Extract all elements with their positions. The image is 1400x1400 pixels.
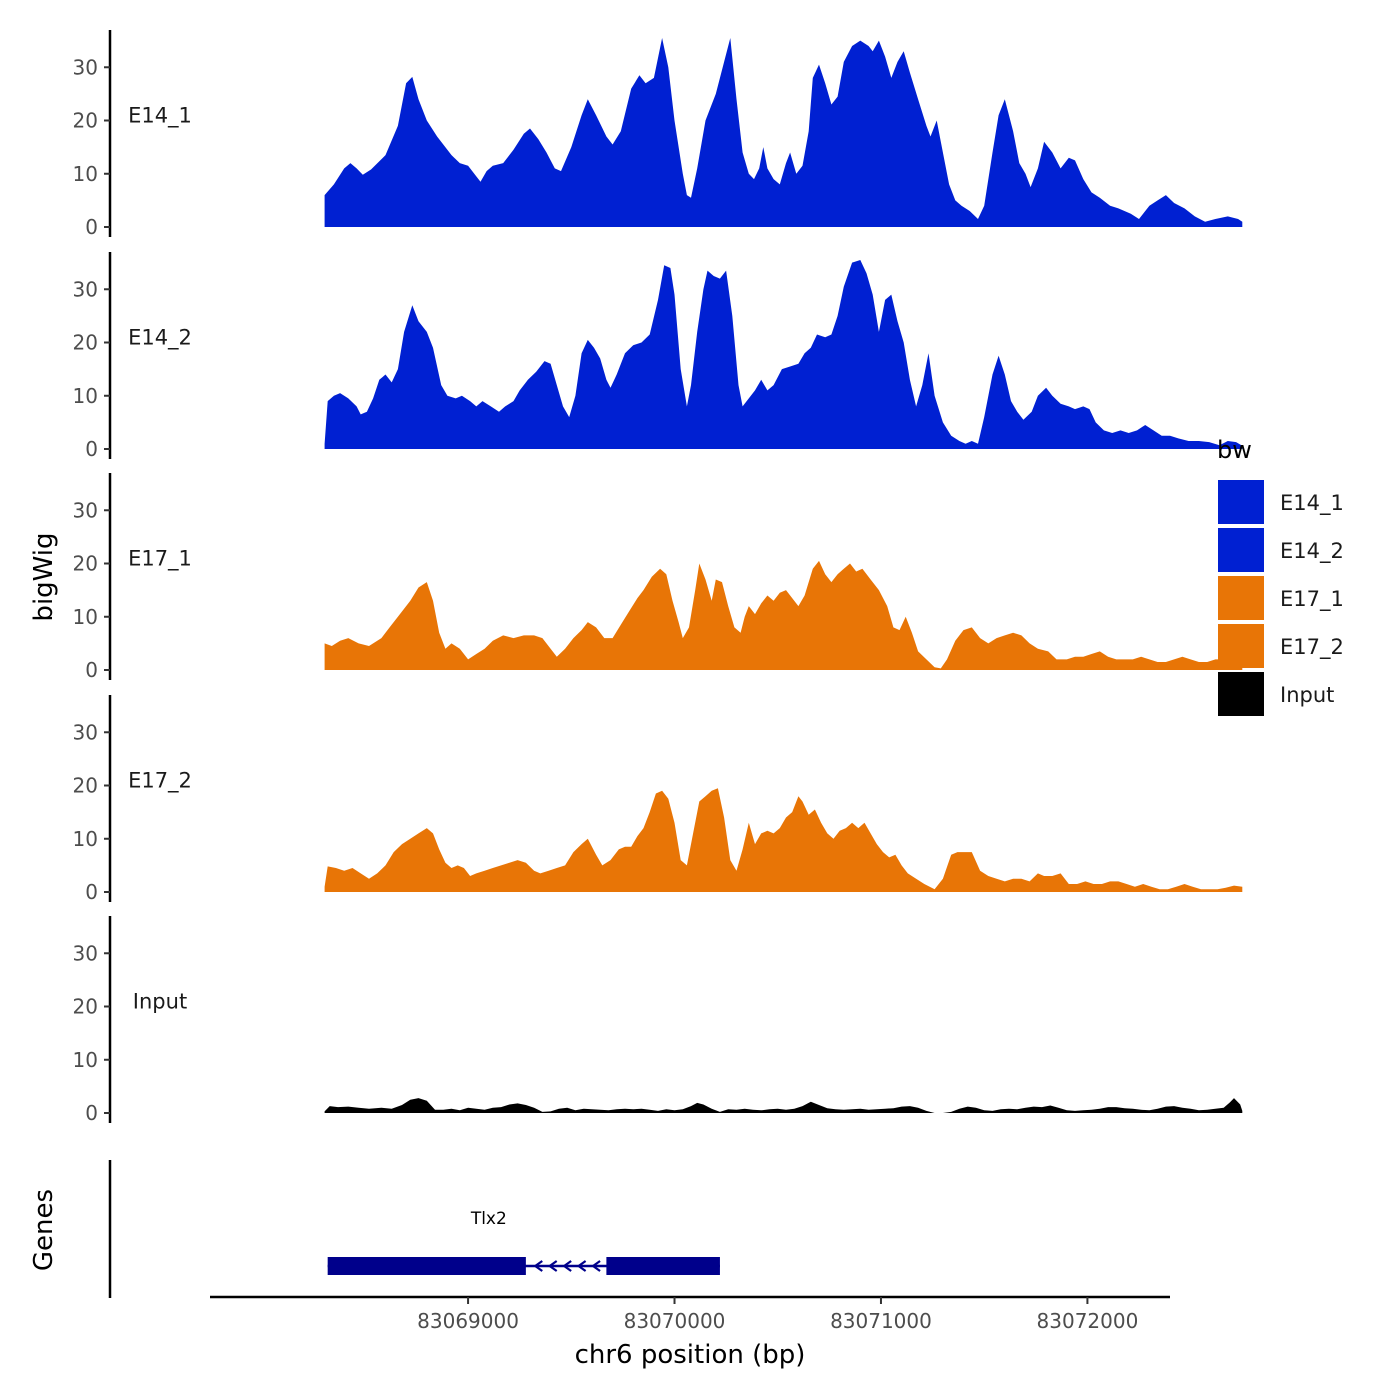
- legend-swatch: [1218, 576, 1264, 620]
- y-tick-label: 10: [73, 1048, 98, 1072]
- legend-label: E14_2: [1280, 539, 1344, 564]
- legend-item: E17_2: [1218, 624, 1344, 668]
- strand-arrow: [591, 1260, 601, 1272]
- genes-track-title: Genes: [29, 1189, 59, 1271]
- y-tick-label: 20: [73, 109, 98, 133]
- legend-swatch: [1218, 528, 1264, 572]
- y-tick-label: 10: [73, 827, 98, 851]
- y-tick-label: 30: [73, 720, 98, 744]
- y-tick-label: 10: [73, 605, 98, 629]
- gene-track: Tlx2: [108, 1160, 720, 1298]
- track-label: E14_1: [128, 104, 192, 129]
- x-tick-label: 83071000: [830, 1309, 932, 1333]
- legend-title: bw: [1217, 436, 1252, 464]
- x-tick-label: 83069000: [417, 1309, 519, 1333]
- legend-item: Input: [1218, 672, 1334, 716]
- x-axis: 83069000 83070000 83071000 83072000: [210, 1295, 1170, 1333]
- y-tick-label: 0: [85, 215, 98, 239]
- legend-swatch: [1218, 624, 1264, 668]
- legend-swatch: [1218, 480, 1264, 524]
- strand-arrow: [547, 1260, 558, 1272]
- signal-area-E14_1: [324, 38, 1243, 227]
- gene-exon: [606, 1257, 720, 1275]
- y-tick-label: 30: [73, 498, 98, 522]
- legend-label: Input: [1280, 683, 1334, 707]
- y-tick-label: 20: [73, 995, 98, 1019]
- signal-tracks: 0 10 20 30 E14_1 0 10 20 30 E14_2 0 10 20 30 E17_1 0 10 2…: [73, 30, 1243, 1125]
- y-tick-label: 10: [73, 384, 98, 408]
- y-tick-label: 30: [73, 55, 98, 79]
- legend-label: E17_1: [1280, 587, 1344, 612]
- legend-item: E17_1: [1218, 576, 1344, 620]
- legend-item: E14_2: [1218, 528, 1344, 572]
- y-tick-label: 0: [85, 1101, 98, 1125]
- y-tick-label: 20: [73, 774, 98, 798]
- legend-label: E14_1: [1280, 491, 1344, 516]
- y-tick-label: 30: [73, 941, 98, 965]
- gene-exon: [327, 1257, 526, 1275]
- y-tick-label: 10: [73, 162, 98, 186]
- x-axis-title: chr6 position (bp): [575, 1340, 806, 1370]
- legend: bw E14_1 E14_2 E17_1 E17_2 Input: [1217, 436, 1344, 716]
- signal-area-E17_1: [324, 560, 1243, 670]
- strand-arrow: [562, 1260, 572, 1272]
- track-label: Input: [133, 990, 187, 1014]
- legend-swatch: [1218, 672, 1264, 716]
- legend-item: E14_1: [1218, 480, 1344, 524]
- y-tick-label: 0: [85, 880, 98, 904]
- signal-area-E17_2: [324, 788, 1243, 892]
- y-axis-title: bigWig: [29, 532, 59, 621]
- x-tick-label: 83070000: [624, 1309, 726, 1333]
- y-tick-label: 20: [73, 552, 98, 576]
- track-E17_2: 0 10 20 30 E17_2: [73, 695, 1243, 904]
- y-tick-label: 0: [85, 658, 98, 682]
- track-E14_2: 0 10 20 30 E14_2: [73, 252, 1243, 461]
- signal-area-Input: [324, 1098, 1243, 1113]
- strand-arrow: [576, 1260, 587, 1272]
- track-label: E17_1: [128, 547, 192, 572]
- track-E17_1: 0 10 20 30 E17_1: [73, 473, 1243, 682]
- y-tick-label: 20: [73, 331, 98, 355]
- gene-name-label: Tlx2: [470, 1209, 507, 1229]
- track-label: E14_2: [128, 326, 192, 351]
- x-tick-label: 83072000: [1037, 1309, 1139, 1333]
- track-Input: 0 10 20 30 Input: [73, 916, 1243, 1125]
- track-label: E17_2: [128, 769, 192, 794]
- y-tick-label: 30: [73, 277, 98, 301]
- signal-area-E14_2: [324, 260, 1243, 449]
- track-E14_1: 0 10 20 30 E14_1: [73, 30, 1243, 239]
- strand-arrow: [533, 1260, 543, 1272]
- legend-label: E17_2: [1280, 635, 1344, 660]
- y-tick-label: 0: [85, 437, 98, 461]
